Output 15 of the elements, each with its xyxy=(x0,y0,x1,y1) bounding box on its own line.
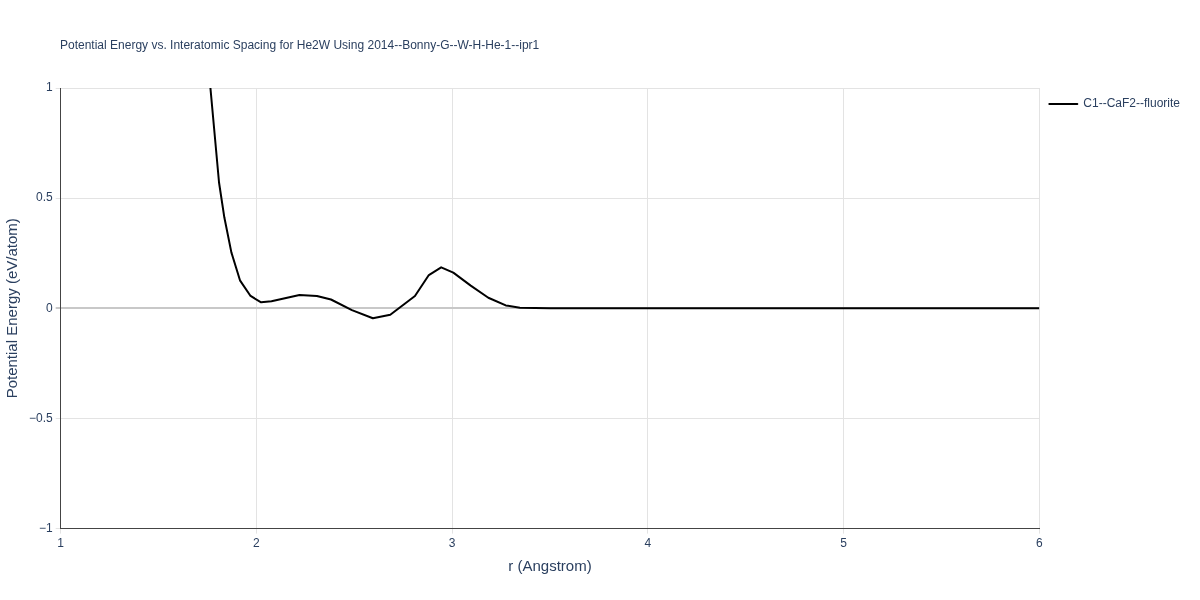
y-tick-label: 1 xyxy=(46,80,53,95)
x-tick-label: 5 xyxy=(840,536,848,551)
y-axis-title: Potential Energy (eV/atom) xyxy=(3,218,21,399)
y-tick-label: −1 xyxy=(39,520,54,535)
y-tick-label: 0.5 xyxy=(36,190,54,205)
x-axis-title: r (Angstrom) xyxy=(508,557,592,575)
y-tick-label: 0 xyxy=(46,300,53,315)
chart-title: Potential Energy vs. Interatomic Spacing for He2W Using 2014--Bonny-G--W-H-He-1--ipr1 xyxy=(60,38,540,52)
y-tick-label: −0.5 xyxy=(28,410,53,425)
x-tick-label: 4 xyxy=(644,536,652,551)
legend-label: C1--CaF2--fluorite xyxy=(1083,96,1181,111)
x-tick-label: 6 xyxy=(1035,536,1043,551)
x-tick-label: 2 xyxy=(253,536,261,551)
x-tick-label: 3 xyxy=(448,536,456,551)
x-tick-label: 1 xyxy=(57,536,65,551)
